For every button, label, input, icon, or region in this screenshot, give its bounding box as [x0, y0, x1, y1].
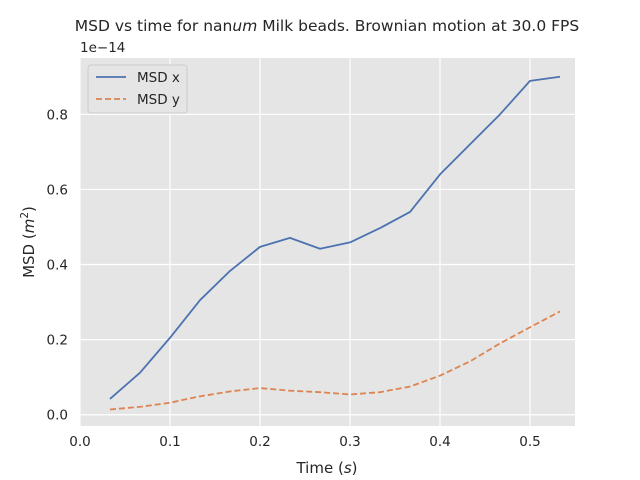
x-axis-label: Time (s) — [295, 459, 357, 477]
legend-label-msd-y: MSD y — [137, 92, 180, 108]
x-tick-label: 0.2 — [249, 434, 270, 450]
x-tick-label: 0.0 — [69, 434, 90, 450]
x-tick-label: 0.5 — [519, 434, 540, 450]
x-tick-label: 0.4 — [429, 434, 450, 450]
y-tick-label: 0.0 — [47, 408, 68, 424]
plot-background — [80, 58, 575, 426]
x-tick-label: 0.1 — [159, 434, 180, 450]
y-offset-text: 1e−14 — [80, 40, 125, 56]
x-tick-labels: 0.0 0.1 0.2 0.3 0.4 0.5 — [69, 434, 540, 450]
grid — [79, 58, 575, 426]
legend: MSD x MSD y — [87, 64, 188, 114]
y-tick-label: 0.4 — [47, 258, 68, 274]
y-tick-labels: 0.0 0.2 0.4 0.6 0.8 — [47, 107, 68, 423]
y-tick-label: 0.6 — [47, 182, 68, 198]
y-axis-label: MSD (m2) — [19, 206, 38, 278]
x-tick-label: 0.3 — [339, 434, 360, 450]
series-line-msd-y — [109, 310, 561, 411]
legend-label-msd-x: MSD x — [137, 70, 180, 86]
series-lines — [109, 75, 561, 411]
y-tick-label: 0.2 — [47, 333, 68, 349]
chart-title: MSD vs time for nanum Milk beads. Browni… — [75, 17, 579, 35]
y-tick-label: 0.8 — [47, 107, 68, 123]
series-line-msd-x — [109, 75, 561, 400]
